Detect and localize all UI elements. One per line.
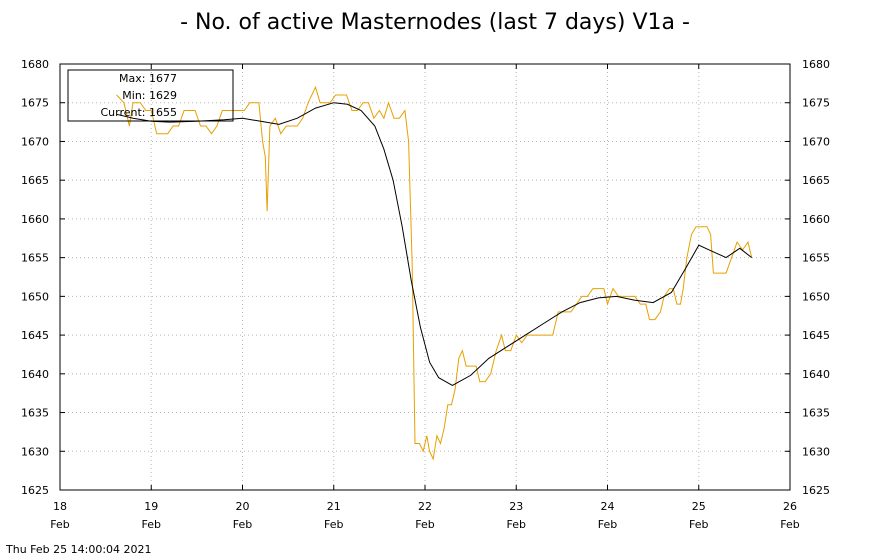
legend-frame (67, 69, 234, 122)
y-tick-label-right: 1670 (802, 135, 830, 148)
y-tick-label-right: 1655 (802, 252, 830, 265)
x-tick-label-day: 20 (236, 500, 250, 513)
footer-timestamp: Thu Feb 25 14:00:04 2021 (5, 543, 152, 556)
y-tick-label-right: 1645 (802, 329, 830, 342)
y-tick-label-right: 1630 (802, 445, 830, 458)
y-tick-label-left: 1655 (21, 252, 49, 265)
y-axis-right: 1625 1630 1635 1640 1645 1650 1655 1660 1665 1670… (785, 58, 830, 497)
x-tick-label-month: Feb (415, 518, 434, 531)
y-tick-label-left: 1640 (21, 368, 49, 381)
series-layer (116, 85, 753, 461)
x-tick-label-day: 21 (327, 500, 341, 513)
x-tick-label-month: Feb (142, 518, 161, 531)
y-tick-label-right: 1625 (802, 484, 830, 497)
x-tick-label-day: 26 (783, 500, 797, 513)
x-axis: 18 Feb 19 Feb 20 Feb 21 Feb 22 Feb 23 Feb 24 Feb 25 Feb… (50, 64, 800, 531)
legend-max: Max: 1677 (119, 72, 177, 85)
y-tick-label-left: 1625 (21, 484, 49, 497)
x-tick-label-month: Feb (233, 518, 252, 531)
x-tick-label-day: 18 (53, 500, 67, 513)
x-tick-label-day: 22 (418, 500, 432, 513)
y-tick-label-left: 1680 (21, 58, 49, 71)
series-line-smoothed (116, 102, 753, 386)
chart-title: - No. of active Masternodes (last 7 days… (180, 10, 690, 35)
legend-current: Current: 1655 (100, 106, 177, 119)
x-tick-label-month: Feb (780, 518, 799, 531)
y-tick-label-left: 1670 (21, 135, 49, 148)
y-tick-label-left: 1665 (21, 174, 49, 187)
y-tick-label-right: 1635 (802, 407, 830, 420)
y-tick-label-right: 1650 (802, 290, 830, 303)
x-tick-label-day: 19 (144, 500, 158, 513)
y-tick-label-left: 1650 (21, 290, 49, 303)
y-tick-label-right: 1675 (802, 97, 830, 110)
y-tick-label-left: 1675 (21, 97, 49, 110)
x-tick-label-month: Feb (507, 518, 526, 531)
y-tick-label-right: 1665 (802, 174, 830, 187)
y-tick-label-left: 1635 (21, 407, 49, 420)
x-tick-label-month: Feb (598, 518, 617, 531)
y-tick-label-left: 1630 (21, 445, 49, 458)
y-tick-label-right: 1640 (802, 368, 830, 381)
y-tick-label-left: 1660 (21, 213, 49, 226)
x-tick-label-month: Feb (324, 518, 343, 531)
y-tick-label-left: 1645 (21, 329, 49, 342)
legend-box: Max: 1677 Min: 1629 Current: 1655 (67, 69, 234, 122)
y-tick-label-right: 1680 (802, 58, 830, 71)
grid-lines (60, 64, 790, 490)
x-tick-label-day: 24 (601, 500, 615, 513)
x-tick-label-month: Feb (50, 518, 69, 531)
x-tick-label-month: Feb (689, 518, 708, 531)
y-axis-left: 1625 1630 1635 1640 1645 1650 1655 1660 1665 1670… (21, 58, 65, 497)
y-tick-label-right: 1660 (802, 213, 830, 226)
legend-min: Min: 1629 (122, 89, 177, 102)
x-tick-label-day: 23 (509, 500, 523, 513)
x-tick-label-day: 25 (692, 500, 706, 513)
series-line-raw (116, 85, 753, 461)
